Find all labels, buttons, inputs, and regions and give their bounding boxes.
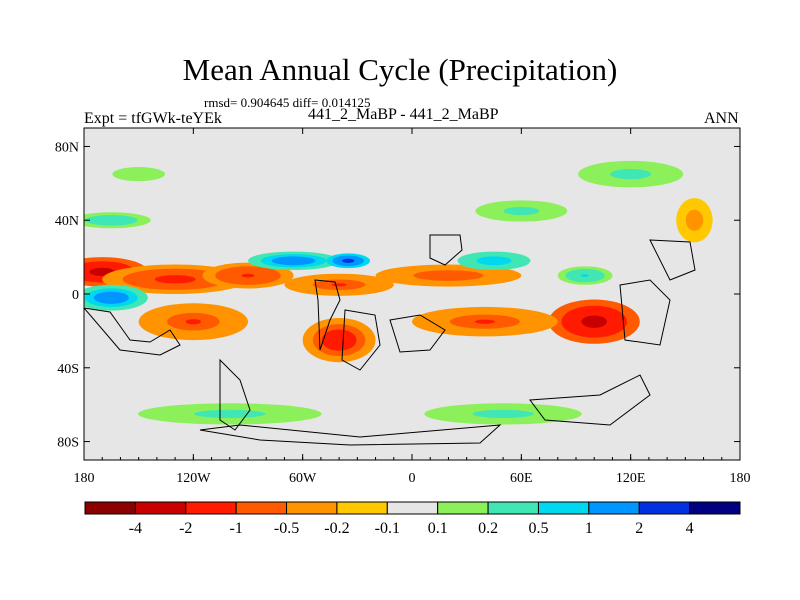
field-contour <box>103 218 119 222</box>
colorbar-swatch <box>638 501 691 515</box>
colorbar-label: -0.5 <box>274 520 299 537</box>
colorbar-swatch <box>134 501 187 515</box>
colorbar: -4 -2 -1 -0.5 -0.2 -0.1 0.1 0.2 0.5 1 2 4 <box>84 501 741 537</box>
x-tick-label: 120E <box>616 471 646 486</box>
field-contour <box>164 277 186 282</box>
landmass-outline <box>314 279 341 351</box>
colorbar-swatch <box>537 501 590 515</box>
field-contour <box>474 319 496 324</box>
rmsd-diff-stats: rmsd= 0.904645 diff= 0.014125 <box>204 95 371 110</box>
field-contour <box>691 217 697 224</box>
landmass-outline <box>84 307 181 356</box>
field-contour <box>512 208 531 214</box>
colorbar-label: -4 <box>129 520 142 537</box>
colorbar-label: 0.2 <box>478 520 498 537</box>
x-tick-label: 120W <box>176 471 211 486</box>
field-contour <box>587 318 601 325</box>
experiment-label: Expt = tfGWk-teYEk <box>84 110 222 127</box>
landmass-outline <box>389 314 446 353</box>
colorbar-swatch <box>437 501 489 515</box>
colorbar-swatch <box>286 501 338 515</box>
colorbar-label: 2 <box>635 520 643 537</box>
colorbar-label: 4 <box>686 520 694 537</box>
landmass-outline <box>341 309 381 371</box>
landmass-outline <box>429 234 463 266</box>
colorbar-label: -0.1 <box>375 520 400 537</box>
field-contour <box>95 269 109 274</box>
y-tick-label: 80S <box>57 436 79 451</box>
field-contour <box>211 411 248 416</box>
x-tick-label: 180 <box>74 471 95 486</box>
colorbar-swatch <box>336 501 388 515</box>
chart-title: Mean Annual Cycle (Precipitation) <box>182 52 618 87</box>
landmass-outline <box>649 239 696 281</box>
landmass-outline <box>219 358 251 431</box>
y-tick-label: 40N <box>55 214 79 229</box>
colorbar-swatch <box>487 501 539 515</box>
field-contour <box>488 259 500 263</box>
field-contour <box>131 172 147 177</box>
y-tick-label: 0 <box>72 288 79 303</box>
colorbar-label: -1 <box>229 520 242 537</box>
field-contour <box>185 319 201 325</box>
landmass-outline <box>199 424 502 446</box>
field-contour <box>438 274 459 278</box>
colorbar-swatch <box>588 501 640 515</box>
field-contour <box>334 337 345 344</box>
colorbar-label: 1 <box>585 520 593 537</box>
x-tick-label: 60W <box>289 471 317 486</box>
coastlines <box>84 234 696 446</box>
colorbar-label: 0.1 <box>428 520 448 537</box>
field-contour <box>287 259 300 263</box>
comparison-label: 441_2_MaBP - 441_2_MaBP <box>308 106 499 123</box>
colorbar-swatch <box>84 501 136 515</box>
colorbar-label: 0.5 <box>528 520 548 537</box>
precipitation-field <box>84 155 713 429</box>
field-contour <box>487 411 519 416</box>
colorbar-swatch <box>689 501 741 515</box>
landmass-outline <box>619 279 671 346</box>
field-contour <box>106 295 117 300</box>
colorbar-swatch <box>386 501 439 515</box>
field-contour <box>345 259 352 262</box>
field-contour <box>581 274 589 277</box>
colorbar-label: -0.2 <box>324 520 349 537</box>
y-axis: 80N 40N 0 40S 80S <box>55 140 740 451</box>
x-tick-label: 180 <box>730 471 751 486</box>
y-tick-label: 80N <box>55 140 79 155</box>
field-contour <box>241 273 255 278</box>
season-label: ANN <box>704 110 739 127</box>
x-tick-label: 0 <box>409 471 416 486</box>
colorbar-label: -2 <box>179 520 192 537</box>
landmass-outline <box>529 374 651 426</box>
colorbar-swatch <box>235 501 288 515</box>
field-contour <box>620 171 641 177</box>
field-contour <box>331 283 347 287</box>
y-tick-label: 40S <box>57 362 79 377</box>
x-tick-label: 60E <box>510 471 533 486</box>
x-axis: 180 120W 60W 0 60E 120E 180 <box>74 128 751 486</box>
colorbar-swatch <box>185 501 237 515</box>
